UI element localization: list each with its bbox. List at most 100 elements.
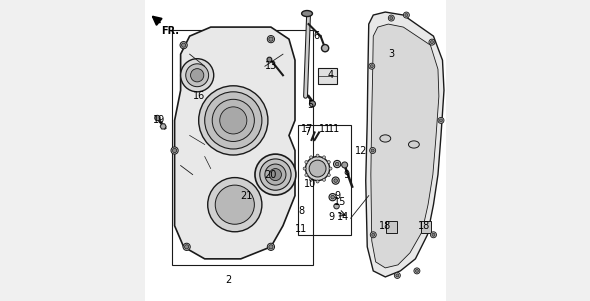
Ellipse shape	[267, 36, 274, 43]
Text: 17: 17	[301, 124, 313, 135]
Ellipse shape	[310, 178, 313, 181]
Text: 21: 21	[241, 191, 253, 201]
Ellipse shape	[215, 185, 254, 224]
Bar	[317, 68, 337, 84]
Ellipse shape	[390, 17, 393, 20]
Ellipse shape	[331, 195, 335, 199]
Text: 9: 9	[328, 212, 334, 222]
Text: 11: 11	[328, 124, 340, 135]
Ellipse shape	[305, 160, 308, 163]
Ellipse shape	[180, 42, 187, 49]
Ellipse shape	[267, 243, 274, 250]
Text: 11: 11	[295, 224, 307, 234]
Ellipse shape	[208, 178, 262, 232]
Ellipse shape	[255, 154, 296, 195]
Text: 14: 14	[337, 212, 349, 222]
Ellipse shape	[205, 92, 262, 149]
Ellipse shape	[260, 159, 291, 190]
Ellipse shape	[394, 272, 401, 278]
Ellipse shape	[371, 149, 374, 152]
Ellipse shape	[303, 167, 306, 170]
Ellipse shape	[342, 162, 348, 168]
Ellipse shape	[181, 59, 214, 92]
Ellipse shape	[305, 173, 308, 176]
Ellipse shape	[270, 169, 281, 181]
Ellipse shape	[301, 11, 313, 17]
Text: 2: 2	[225, 275, 232, 285]
Ellipse shape	[371, 232, 376, 238]
Text: 7: 7	[304, 127, 310, 138]
Text: 6: 6	[313, 31, 319, 41]
Ellipse shape	[212, 99, 254, 141]
Polygon shape	[175, 27, 295, 259]
Bar	[421, 221, 431, 233]
Polygon shape	[371, 24, 439, 268]
Ellipse shape	[309, 101, 316, 107]
Text: 9: 9	[334, 191, 340, 201]
Text: 16: 16	[192, 91, 205, 101]
Text: 10: 10	[304, 178, 316, 189]
Ellipse shape	[155, 115, 160, 121]
Bar	[386, 221, 396, 233]
Ellipse shape	[432, 233, 435, 236]
Ellipse shape	[404, 12, 409, 18]
Ellipse shape	[172, 148, 177, 153]
Ellipse shape	[333, 160, 341, 168]
Ellipse shape	[323, 156, 326, 159]
Text: 20: 20	[265, 169, 277, 180]
Ellipse shape	[429, 39, 435, 45]
Ellipse shape	[371, 65, 373, 68]
Ellipse shape	[329, 167, 332, 170]
Text: 19: 19	[153, 115, 166, 126]
Text: 18: 18	[418, 221, 431, 231]
Ellipse shape	[431, 41, 434, 44]
Ellipse shape	[414, 268, 420, 274]
Text: 8: 8	[298, 206, 304, 216]
Text: 9: 9	[343, 169, 349, 180]
Ellipse shape	[185, 245, 189, 249]
Ellipse shape	[310, 156, 313, 159]
Text: 5: 5	[307, 100, 313, 110]
Text: 11: 11	[319, 124, 331, 135]
Ellipse shape	[329, 194, 336, 201]
Ellipse shape	[269, 245, 273, 249]
Ellipse shape	[306, 157, 330, 181]
Ellipse shape	[415, 269, 418, 272]
Ellipse shape	[332, 177, 339, 184]
Ellipse shape	[219, 107, 247, 134]
Text: 12: 12	[355, 145, 368, 156]
Ellipse shape	[322, 45, 329, 52]
Ellipse shape	[269, 37, 273, 41]
Ellipse shape	[431, 232, 437, 238]
Text: FR.: FR.	[161, 26, 179, 36]
Ellipse shape	[438, 117, 444, 123]
Ellipse shape	[309, 160, 326, 177]
Text: 13: 13	[265, 61, 277, 71]
Polygon shape	[366, 12, 444, 277]
Ellipse shape	[388, 15, 394, 21]
Text: 18: 18	[379, 221, 391, 231]
Ellipse shape	[323, 178, 326, 181]
Ellipse shape	[369, 63, 375, 69]
Text: 15: 15	[334, 197, 346, 207]
Ellipse shape	[370, 147, 376, 154]
Ellipse shape	[327, 160, 330, 163]
Ellipse shape	[182, 43, 186, 47]
Ellipse shape	[327, 173, 330, 176]
Ellipse shape	[440, 119, 442, 122]
Ellipse shape	[405, 14, 408, 17]
Ellipse shape	[183, 243, 190, 250]
Ellipse shape	[380, 135, 391, 142]
Text: 3: 3	[388, 49, 394, 59]
Ellipse shape	[199, 86, 268, 155]
Ellipse shape	[372, 233, 375, 236]
Text: 4: 4	[328, 70, 334, 80]
Ellipse shape	[408, 141, 419, 148]
Ellipse shape	[316, 180, 319, 183]
Ellipse shape	[267, 57, 272, 62]
Ellipse shape	[171, 147, 178, 154]
Ellipse shape	[191, 69, 204, 82]
Ellipse shape	[334, 179, 337, 182]
Ellipse shape	[265, 164, 286, 185]
Ellipse shape	[186, 64, 209, 87]
